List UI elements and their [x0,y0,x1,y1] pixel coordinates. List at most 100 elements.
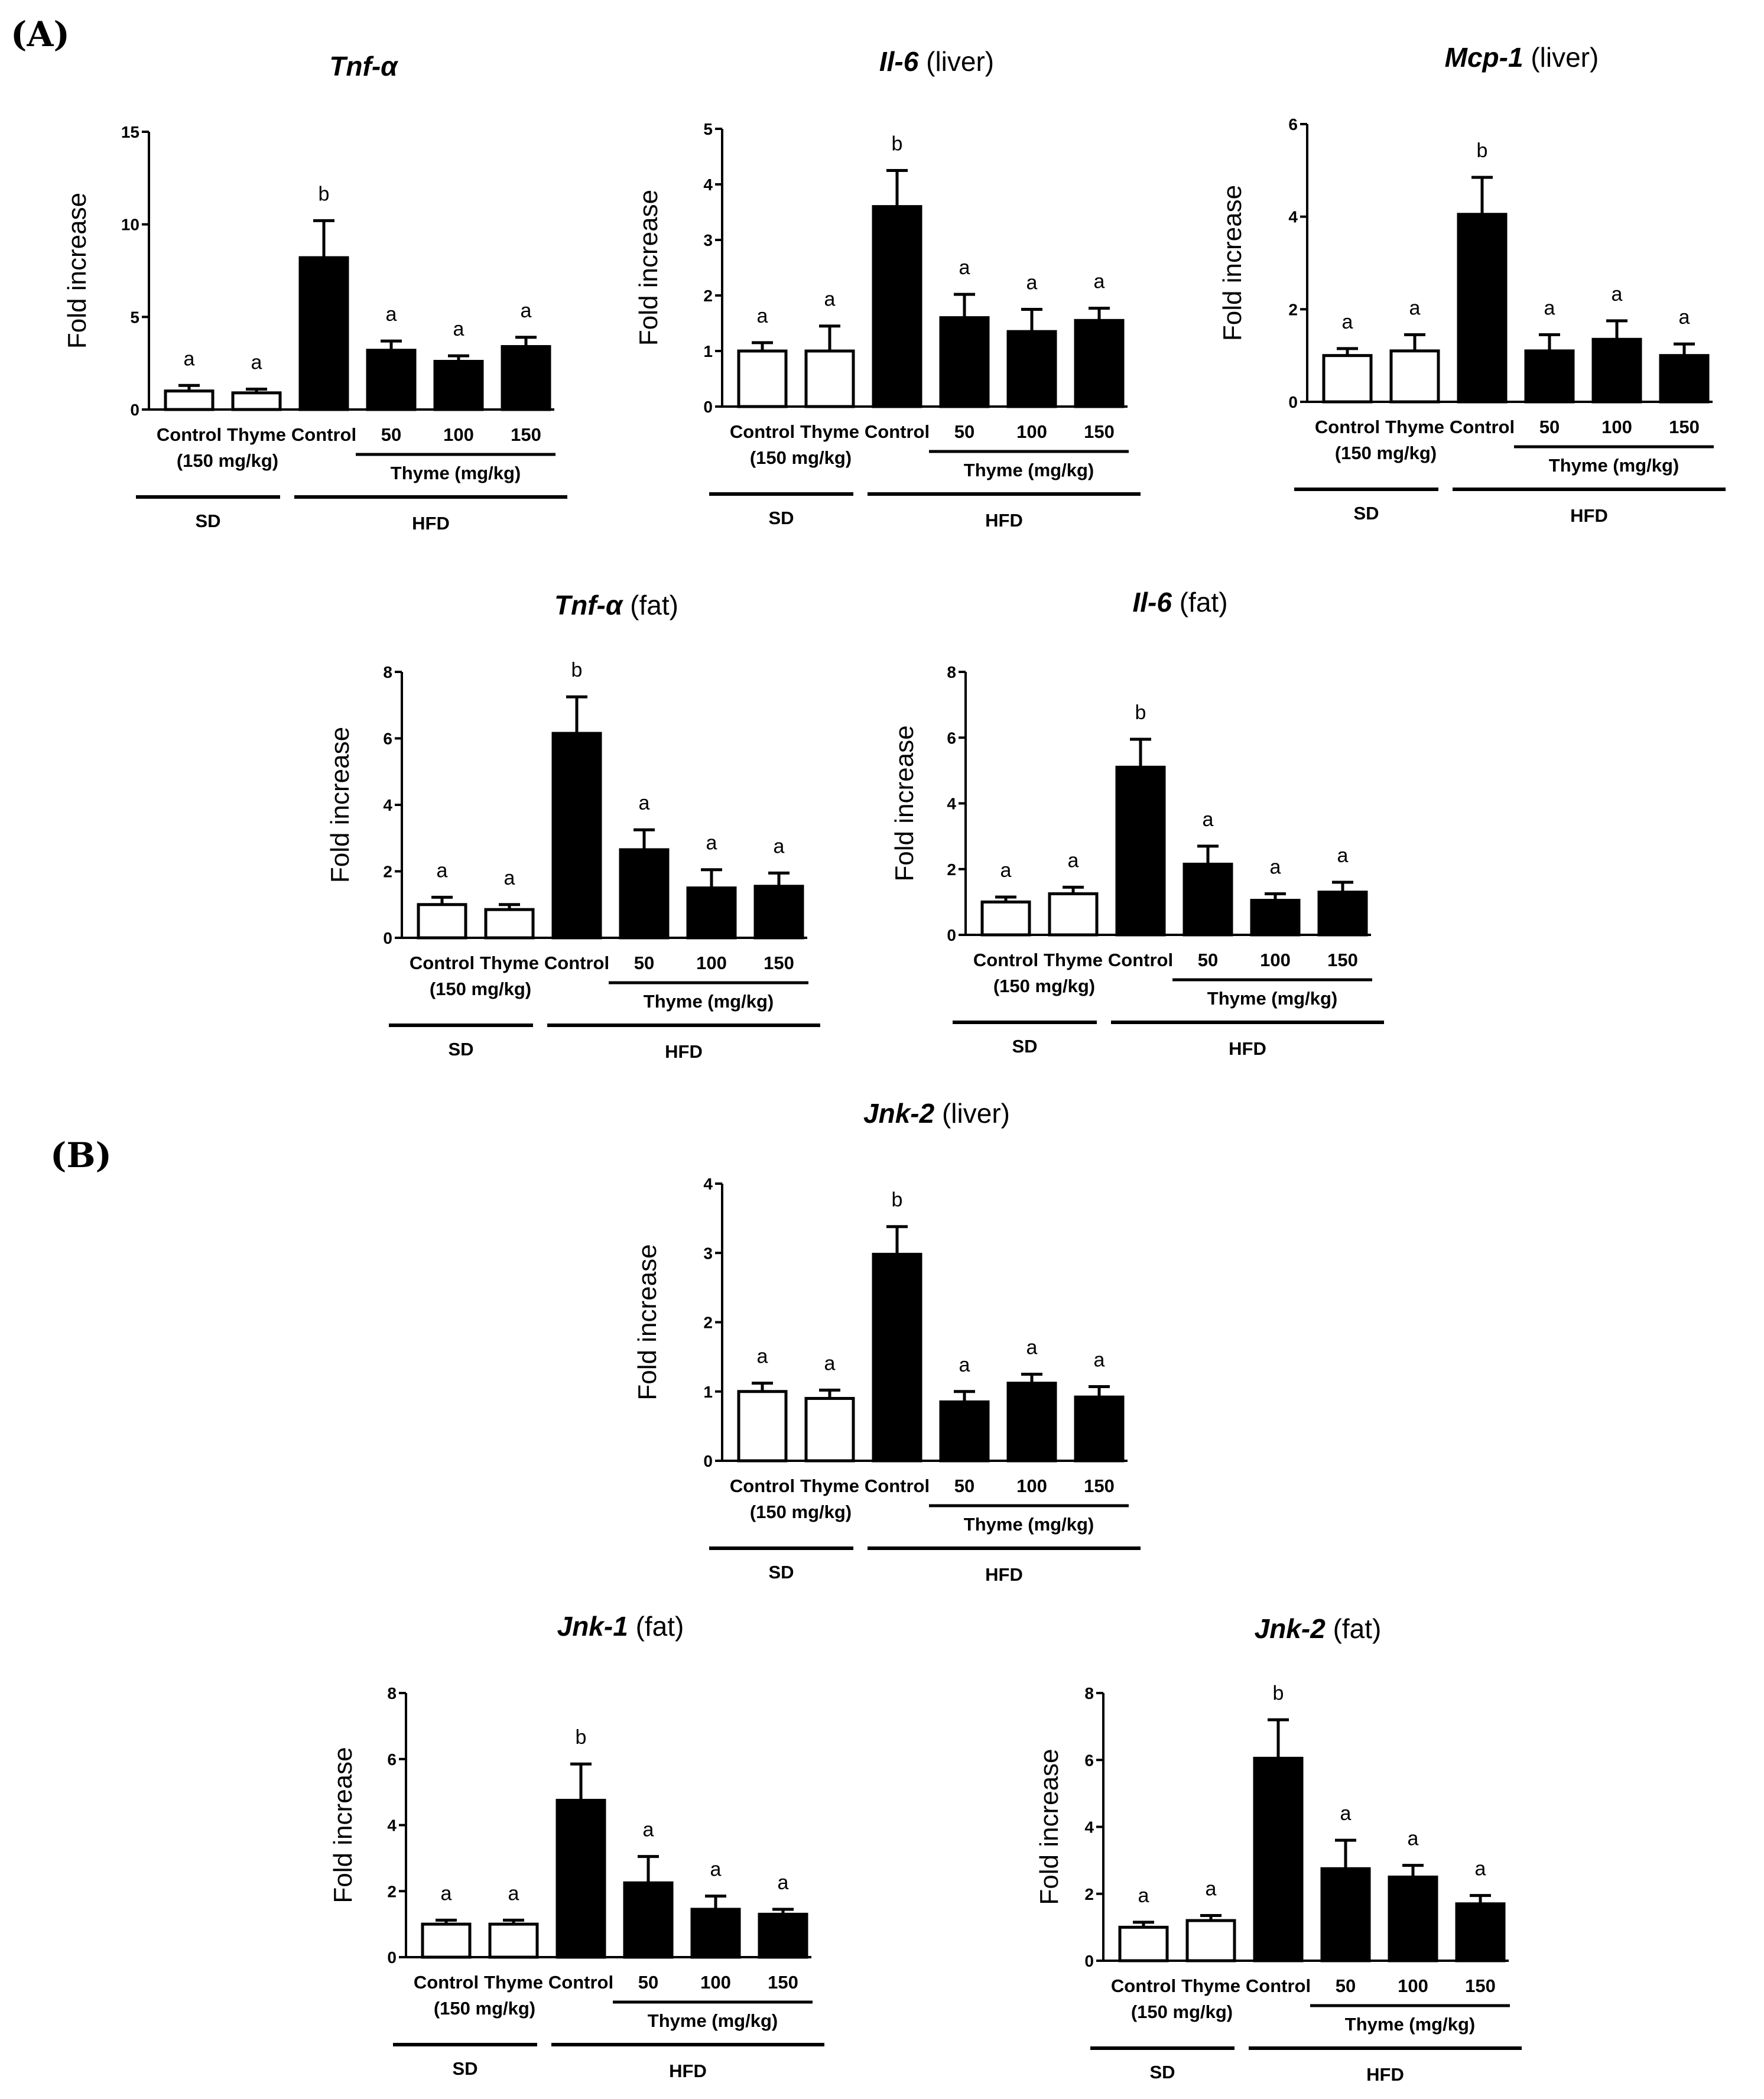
x-tick-label: 150 [1669,417,1700,437]
significance-letter: b [1273,1682,1284,1704]
significance-letter: a [453,318,464,340]
y-axis-label: Fold increase [633,1244,662,1400]
y-tick-label: 2 [1288,300,1298,319]
x-tick-label: 50 [381,424,401,445]
significance-letter: b [319,183,330,205]
chart-title-gene: Tnf-α [554,590,624,620]
y-tick-label: 4 [1084,1818,1094,1837]
y-tick-label: 2 [1084,1885,1094,1903]
bar-4 [623,1881,674,1959]
x-tick-label: 150 [768,1972,798,1993]
x-tick-label: Control [157,424,222,445]
significance-letter: a [1138,1884,1149,1907]
x-tick-label: 150 [1465,1975,1496,1996]
dose-bracket-label: Thyme (mg/kg) [1207,988,1337,1009]
chart-6: Jnk-2 (liver) Fold increase 0 1 2 3 4 a a b a a a Con… [633,1098,1141,1585]
y-tick-label: 2 [703,287,713,305]
significance-letter: a [824,1352,836,1375]
y-tick-label: 8 [387,1684,397,1702]
group-label-hfd: HFD [665,1041,703,1062]
group-label-sd: SD [452,2058,477,2079]
chart-title-tissue: (fat) [628,1611,684,1642]
x-tick-sublabel: (150 mg/kg) [430,979,531,999]
bar-2 [231,391,282,411]
chart-3: Mcp-1 (liver) Fold increase 0 2 4 6 a a b a a a Cont… [1218,42,1726,526]
bar-5 [690,1908,741,1959]
bar-3 [872,1253,922,1463]
y-tick-label: 15 [121,123,139,141]
significance-letter: a [959,256,970,279]
bar-6 [758,1912,808,1959]
bar-2 [1389,349,1440,404]
chart-5: Il-6 (fat) Fold increase 0 2 4 6 8 a a b a a a Contro… [890,587,1384,1059]
y-tick-label: 4 [383,796,392,814]
x-tick-label: 100 [696,953,727,973]
group-label-sd: SD [768,1562,794,1583]
chart-title: Il-6 (liver) [879,46,994,77]
chart-title-tissue: (liver) [934,1098,1010,1129]
group-label-sd: SD [1149,2062,1175,2082]
bar-4 [1320,1867,1371,1962]
x-tick-label: Thyme [1181,1975,1240,1996]
x-tick-label: 150 [1084,421,1115,442]
y-tick-label: 0 [1288,393,1298,411]
panel-label-a: (A) [11,14,70,54]
bar-6 [1074,1395,1125,1463]
x-tick-label: 50 [1198,950,1218,970]
bar-6 [1074,319,1125,408]
y-axis-label: Fold increase [63,193,92,349]
bar-5 [433,360,484,411]
y-tick-label: 6 [383,730,392,748]
significance-letter: a [1544,297,1555,319]
bar-3 [298,256,349,411]
x-tick-sublabel: (150 mg/kg) [993,976,1095,996]
y-axis-label: Fold increase [634,190,663,346]
significance-letter: a [1000,859,1012,882]
significance-letter: a [1408,1828,1419,1850]
chart-title: Jnk-1 (fat) [557,1611,684,1642]
y-tick-label: 6 [387,1750,397,1769]
x-tick-label: 150 [511,424,541,445]
bar-4 [939,1400,990,1463]
x-tick-label: Control [730,1476,795,1496]
x-tick-label: 50 [954,1476,974,1496]
chart-title-gene: Il-6 [879,46,919,77]
x-tick-label: Control [1246,1975,1311,1996]
bar-5 [1006,1382,1057,1463]
y-tick-label: 2 [703,1314,713,1332]
bar-1 [164,389,215,411]
y-tick-label: 2 [947,860,956,879]
significance-letter: b [1135,701,1146,724]
significance-letter: a [1026,272,1038,294]
y-tick-label: 8 [947,663,956,681]
significance-letter: a [1612,283,1623,306]
bar-3 [1115,765,1166,937]
bar-5 [686,886,737,940]
x-tick-label: Control [1108,950,1173,970]
bar-4 [366,349,417,411]
bar-2 [484,908,535,940]
x-tick-label: 100 [1016,1476,1047,1496]
chart-title-gene: Tnf-α [329,51,399,82]
significance-letter: a [437,859,448,882]
significance-letter: a [1094,271,1105,293]
chart-title-tissue: (fat) [1172,587,1228,618]
significance-letter: a [1340,1802,1352,1825]
y-axis-label: Fold increase [1035,1749,1064,1905]
bar-4 [619,848,670,940]
x-tick-label: Thyme [1044,950,1103,970]
x-tick-label: Control [1111,1975,1176,1996]
panel-label-b: (B) [50,1135,112,1175]
y-tick-label: 6 [1288,115,1298,134]
significance-letter: a [1342,311,1353,333]
group-label-hfd: HFD [412,513,450,534]
significance-letter: b [1477,139,1488,162]
significance-letter: a [1094,1349,1105,1372]
chart-title-gene: Mcp-1 [1445,42,1523,73]
x-tick-label: 50 [1336,1975,1356,1996]
x-tick-label: Control [410,953,475,973]
group-label-sd: SD [448,1039,473,1060]
dose-bracket-label: Thyme (mg/kg) [1345,2014,1475,2035]
significance-letter: a [639,792,650,814]
